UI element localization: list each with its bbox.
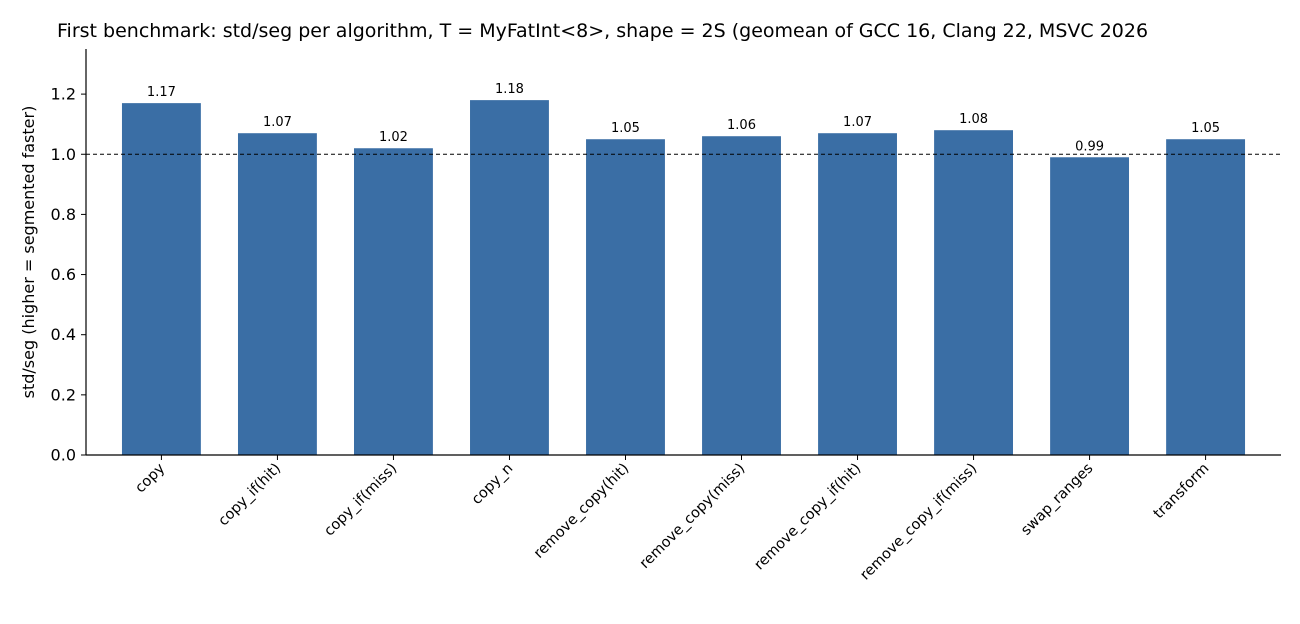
data-label: 1.18 xyxy=(495,82,524,97)
x-axis: copy copy_if(hit) copy_if(miss) copy_n remov… xyxy=(86,454,1281,584)
data-labels-group: 1.17 1.07 1.02 1.18 1.05 1.06 1.07 1.08 0.99 1.05 xyxy=(147,82,1220,154)
y-axis: 0.0 0.2 0.4 0.6 0.8 1.0 1.2 xyxy=(51,49,87,465)
y-tick-label: 0.2 xyxy=(51,385,76,404)
y-tick-label: 0.4 xyxy=(51,325,76,344)
data-label: 1.07 xyxy=(843,115,872,130)
x-tick-label: remove_copy(hit) xyxy=(531,461,632,562)
bar xyxy=(818,133,897,456)
chart-title: First benchmark: std/seg per algorithm, … xyxy=(57,20,1148,42)
data-label: 1.02 xyxy=(379,130,408,145)
bars-group xyxy=(86,100,1281,456)
data-label: 1.07 xyxy=(263,115,292,130)
bar xyxy=(702,136,781,455)
bar xyxy=(586,139,665,455)
y-tick-label: 1.0 xyxy=(51,145,76,164)
bar xyxy=(934,130,1013,455)
x-tick-label: swap_ranges xyxy=(1018,461,1096,539)
y-tick-label: 0.6 xyxy=(51,265,76,284)
data-label: 1.08 xyxy=(959,112,988,127)
x-tick-label: copy_n xyxy=(469,461,516,508)
bar xyxy=(1050,157,1130,455)
bar xyxy=(470,100,549,456)
y-tick-label: 0.8 xyxy=(51,205,76,224)
x-tick-label: copy_if(hit) xyxy=(216,461,285,530)
data-label: 1.06 xyxy=(727,118,756,133)
y-axis-label: std/seg (higher = segmented faster) xyxy=(19,106,38,399)
data-label: 1.05 xyxy=(1191,121,1220,136)
x-tick-label: transform xyxy=(1151,461,1213,523)
bar xyxy=(237,133,317,456)
bar xyxy=(354,148,433,455)
x-tick-label: copy xyxy=(132,460,168,496)
x-tick-label: remove_copy(miss) xyxy=(637,461,748,572)
x-tick-label: remove_copy_if(miss) xyxy=(857,461,980,584)
y-tick-label: 1.2 xyxy=(51,85,76,104)
bar xyxy=(1166,139,1246,455)
x-tick-label: copy_if(miss) xyxy=(321,461,400,540)
data-label: 0.99 xyxy=(1075,139,1104,154)
bar xyxy=(121,103,201,455)
x-tick-label: remove_copy_if(hit) xyxy=(752,461,865,574)
data-label: 1.17 xyxy=(147,85,176,100)
data-label: 1.05 xyxy=(611,121,640,136)
y-tick-label: 0.0 xyxy=(51,446,76,465)
